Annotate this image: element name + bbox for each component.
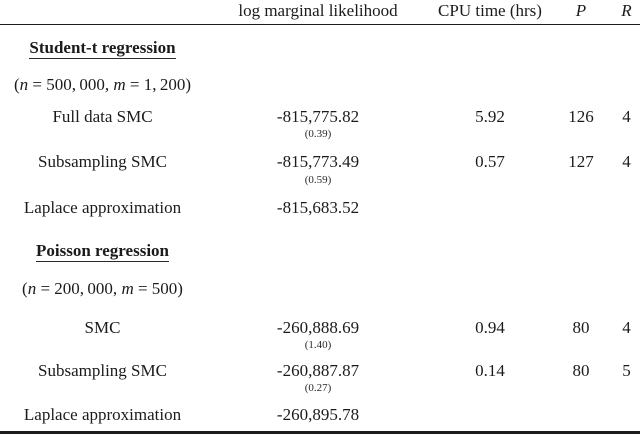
table-row: Laplace approximation -260,895.78 <box>0 405 640 425</box>
table-row-se: (0.59) <box>0 174 640 188</box>
table-row: Subsampling SMC -815,773.49 0.57 127 4 <box>0 152 640 172</box>
p-value: 127 <box>568 151 594 171</box>
r-value: 5 <box>622 360 631 380</box>
lml-value: -260,887.87 <box>276 360 360 380</box>
section-student-t: Student-t regression <box>0 38 640 61</box>
p-value: 126 <box>568 106 594 126</box>
row-label: SMC <box>84 317 121 337</box>
lml-standard-error: (0.27) <box>304 381 332 394</box>
section-title-student-t: Student-t regression <box>29 37 176 59</box>
table-bottom-rule <box>0 430 640 434</box>
cpu-value <box>431 405 549 425</box>
table-row: SMC -260,888.69 0.94 80 4 <box>0 318 640 338</box>
lml-standard-error: (0.59) <box>304 173 332 186</box>
p-value: 80 <box>572 360 590 380</box>
table-row-se: (0.39) <box>0 128 640 142</box>
cpu-value: 5.92 <box>475 106 505 126</box>
table-row: Full data SMC -815,775.82 5.92 126 4 <box>0 107 640 127</box>
p-value <box>549 405 613 425</box>
cpu-value: 0.57 <box>475 151 505 171</box>
header-log-marginal-likelihood: log marginal likelihood <box>238 1 398 20</box>
r-value: 4 <box>622 151 631 171</box>
params-student-t: (n = 500, 000, m = 1, 200) <box>13 74 192 94</box>
r-value <box>613 198 640 218</box>
p-value <box>549 198 613 218</box>
p-value: 80 <box>572 317 590 337</box>
r-value: 4 <box>622 317 631 337</box>
lml-standard-error: (1.40) <box>304 338 332 351</box>
lml-value: -260,888.69 <box>276 317 360 337</box>
header-cpu-time: CPU time (hrs) <box>438 1 542 20</box>
section-poisson-params: (n = 200, 000, m = 500) <box>0 279 640 299</box>
header-r: R <box>621 1 632 20</box>
lml-value: -815,773.49 <box>276 151 360 171</box>
cpu-value: 0.14 <box>475 360 505 380</box>
lml-value: -815,775.82 <box>276 106 360 126</box>
lml-value: -260,895.78 <box>276 404 360 424</box>
section-title-poisson: Poisson regression <box>35 240 170 262</box>
r-value: 4 <box>622 106 631 126</box>
row-label: Subsampling SMC <box>38 360 167 380</box>
row-label: Full data SMC <box>52 106 153 126</box>
table-row: Laplace approximation -815,683.52 <box>0 198 640 218</box>
cpu-value <box>431 198 549 218</box>
header-p: P <box>575 1 587 20</box>
table-row-se: (1.40) <box>0 339 640 353</box>
table-row-se: (0.27) <box>0 382 640 396</box>
row-label: Laplace approximation <box>23 197 182 217</box>
lml-value: -815,683.52 <box>276 197 360 217</box>
r-value <box>613 405 640 425</box>
row-label: Laplace approximation <box>23 404 182 424</box>
table-row: Subsampling SMC -260,887.87 0.14 80 5 <box>0 361 640 381</box>
cpu-value: 0.94 <box>475 317 505 337</box>
section-poisson: Poisson regression <box>0 241 640 264</box>
table-header-row: log marginal likelihood CPU time (hrs) P… <box>0 0 640 25</box>
section-student-t-params: (n = 500, 000, m = 1, 200) <box>0 75 640 95</box>
row-label: Subsampling SMC <box>38 151 167 171</box>
lml-standard-error: (0.39) <box>304 127 332 140</box>
params-poisson: (n = 200, 000, m = 500) <box>22 278 183 298</box>
